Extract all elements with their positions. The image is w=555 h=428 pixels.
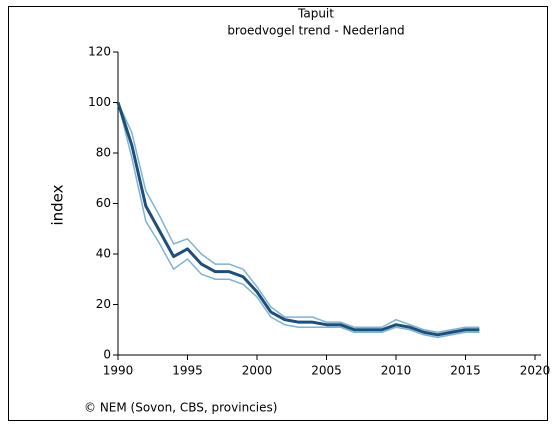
x-tick-label: 1990 bbox=[103, 364, 134, 378]
chart-title: Tapuit bbox=[297, 7, 334, 21]
x-tick-label: 2000 bbox=[242, 364, 273, 378]
x-tick-label: 1995 bbox=[172, 364, 203, 378]
frame bbox=[8, 6, 548, 421]
y-tick-label: 40 bbox=[96, 247, 111, 261]
y-tick-label: 60 bbox=[96, 196, 111, 210]
series-line bbox=[116, 102, 480, 337]
y-tick-label: 20 bbox=[96, 297, 111, 311]
series-line bbox=[117, 102, 480, 334]
x-tick-label: 2005 bbox=[311, 364, 342, 378]
chart-subtitle: broedvogel trend - Nederland bbox=[227, 24, 404, 38]
y-axis-label: index bbox=[49, 184, 67, 225]
y-tick-label: 80 bbox=[96, 146, 111, 160]
x-tick-label: 2020 bbox=[520, 364, 551, 378]
y-tick-label: 0 bbox=[103, 348, 111, 362]
x-tick-label: 2010 bbox=[381, 364, 412, 378]
source: © NEM (Sovon, CBS, provincies) bbox=[84, 401, 277, 415]
x-tick-label: 2015 bbox=[450, 364, 481, 378]
series-line bbox=[117, 102, 480, 339]
y-tick-label: 120 bbox=[88, 45, 111, 59]
y-tick-label: 100 bbox=[88, 95, 111, 109]
